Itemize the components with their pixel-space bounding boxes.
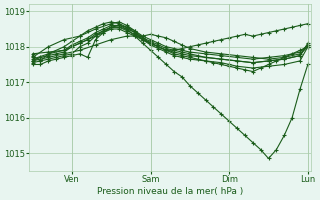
X-axis label: Pression niveau de la mer( hPa ): Pression niveau de la mer( hPa )	[97, 187, 243, 196]
